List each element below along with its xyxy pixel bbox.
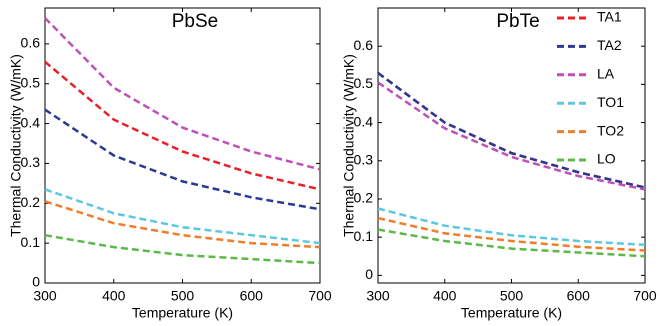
y-tick-label: 0 — [365, 266, 373, 282]
legend-label: TO1 — [597, 94, 624, 110]
legend-label: LO — [597, 151, 616, 167]
x-tick-label: 500 — [500, 288, 524, 304]
plot-frame — [44, 7, 321, 284]
series-line — [44, 60, 321, 191]
series-line — [377, 228, 646, 258]
x-tick-label: 300 — [366, 288, 390, 304]
x-tick-label: 300 — [33, 288, 57, 304]
y-tick-label: 0 — [32, 274, 40, 290]
series-line — [377, 81, 646, 191]
x-tick-label: 700 — [308, 288, 332, 304]
chart-title: PbTe — [496, 11, 539, 32]
x-tick-label: 400 — [433, 288, 457, 304]
chart-title: PbSe — [172, 11, 218, 32]
x-axis-label: Temperature (K) — [461, 305, 562, 321]
x-tick-label: 400 — [102, 288, 126, 304]
legend-label: LA — [597, 66, 615, 82]
y-tick-label: 0.1 — [21, 234, 41, 250]
legend-label: TA2 — [597, 37, 622, 53]
series-line — [377, 207, 646, 247]
series-line — [44, 188, 321, 245]
y-tick-label: 0.4 — [21, 114, 41, 130]
series-line — [44, 200, 321, 249]
y-axis-label: Thermal Conductivity (W/mK) — [341, 54, 357, 237]
x-tick-label: 600 — [567, 288, 591, 304]
y-tick-label: 0.1 — [354, 228, 374, 244]
legend-label: TO2 — [597, 122, 624, 138]
series-line — [44, 17, 321, 171]
series-line — [44, 108, 321, 211]
y-tick-label: 0.3 — [354, 151, 374, 167]
y-tick-label: 0.5 — [21, 74, 41, 90]
y-tick-label: 0.5 — [354, 75, 374, 91]
y-tick-label: 0.2 — [21, 194, 41, 210]
x-tick-label: 700 — [633, 288, 657, 304]
x-tick-label: 500 — [171, 288, 195, 304]
y-tick-label: 0.3 — [21, 154, 41, 170]
legend-label: TA1 — [597, 9, 622, 25]
y-tick-label: 0.4 — [354, 113, 374, 129]
series-line — [377, 216, 646, 252]
y-tick-label: 0.6 — [21, 35, 41, 51]
series-line — [377, 71, 646, 189]
y-axis-label: Thermal Conductivity (W/mK) — [8, 54, 24, 237]
series-line — [44, 233, 321, 265]
y-tick-label: 0.2 — [354, 190, 374, 206]
y-tick-label: 0.6 — [354, 37, 374, 53]
x-tick-label: 600 — [240, 288, 264, 304]
x-axis-label: Temperature (K) — [132, 305, 233, 321]
